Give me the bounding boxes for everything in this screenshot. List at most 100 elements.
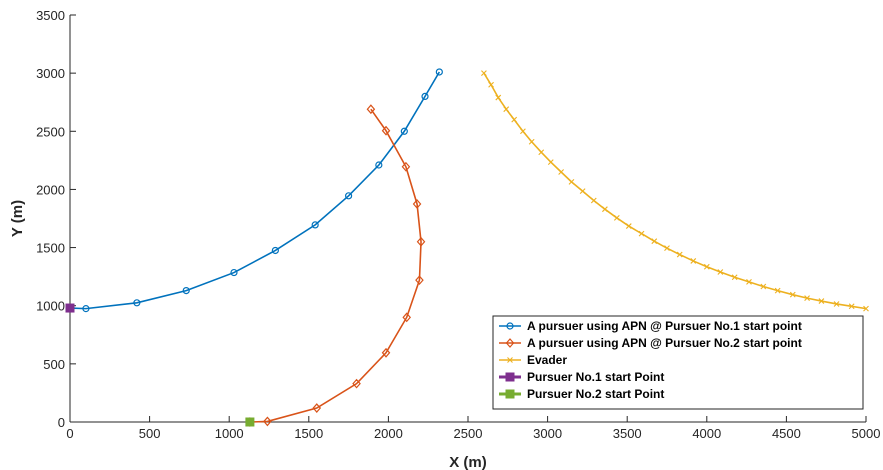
data-point [804, 295, 810, 302]
data-point [375, 161, 383, 169]
x-axis-ticks: 0 500 1000 1500 2000 2500 3000 3500 4000 4500 5000 [66, 416, 880, 441]
data-point [416, 236, 426, 247]
chart-legend: A pursuer using APN @ Pursuer No.1 start… [492, 315, 864, 410]
data-point [230, 268, 238, 277]
x-tick-label: 0 [66, 426, 73, 441]
data-point [651, 238, 658, 245]
data-point [717, 269, 724, 275]
legend-entry: Pursuer No.1 start Point [499, 370, 664, 384]
y-tick-label: 2500 [36, 124, 65, 139]
y-tick-label: 3000 [36, 66, 65, 81]
x-tick-label: 3500 [613, 426, 642, 441]
x-tick-label: 4000 [692, 426, 721, 441]
data-point [415, 275, 424, 286]
data-point [263, 416, 272, 427]
data-point [676, 251, 683, 258]
legend-entry: A pursuer using APN @ Pursuer No.1 start… [499, 319, 802, 333]
x-tick-label: 500 [139, 426, 161, 441]
legend-entry: A pursuer using APN @ Pursuer No.2 start… [499, 336, 802, 350]
data-point [412, 199, 422, 209]
legend-entries: A pursuer using APN @ Pursuer No.1 start… [499, 319, 802, 401]
data-point [703, 263, 710, 270]
data-point [863, 305, 869, 312]
data-point [528, 138, 535, 145]
data-point [182, 286, 190, 295]
y-tick-label: 500 [43, 357, 65, 372]
series-5 [245, 417, 255, 427]
data-point [435, 68, 443, 76]
legend-marker [505, 372, 515, 382]
x-tick-label: 4500 [772, 426, 801, 441]
data-point [402, 312, 412, 323]
series-1 [66, 68, 443, 313]
data-point [381, 347, 391, 358]
legend-entry: Pursuer No.2 start Point [499, 387, 664, 401]
data-point [345, 192, 353, 200]
data-point [82, 305, 90, 313]
legend-label: A pursuer using APN @ Pursuer No.2 start… [527, 336, 802, 350]
y-tick-label: 0 [58, 415, 65, 430]
legend-entry: Evader [499, 353, 567, 367]
data-point [421, 92, 429, 101]
data-point [312, 403, 322, 413]
x-tick-label: 3000 [533, 426, 562, 441]
y-tick-label: 1000 [36, 299, 65, 314]
data-point [481, 70, 487, 77]
series-line [69, 71, 441, 310]
x-tick-label: 1000 [215, 426, 244, 441]
data-point [547, 159, 554, 165]
data-point [590, 197, 597, 204]
data-point [638, 230, 645, 237]
data-point [613, 215, 620, 221]
data-point [245, 417, 255, 427]
series-line [483, 72, 867, 310]
data-point [602, 206, 608, 213]
data-point [774, 287, 781, 294]
data-point [511, 116, 518, 123]
series-3 [481, 70, 869, 312]
legend-marker [506, 322, 514, 330]
y-tick-label: 2000 [36, 182, 65, 197]
x-axis-label: X (m) [449, 454, 487, 470]
data-point [520, 128, 526, 135]
y-axis-label: Y (m) [9, 200, 26, 237]
data-point [65, 303, 75, 313]
data-point [401, 161, 411, 172]
data-point [789, 291, 796, 298]
data-point [664, 245, 670, 252]
y-tick-label: 3500 [36, 8, 65, 23]
x-tick-label: 2500 [454, 426, 483, 441]
data-point [731, 274, 738, 281]
data-point [271, 246, 279, 255]
legend-marker [505, 389, 515, 399]
data-point [311, 221, 319, 229]
series-line [249, 108, 422, 423]
data-point [495, 94, 502, 101]
data-point [568, 178, 575, 185]
y-tick-label: 1500 [36, 241, 65, 256]
data-point [833, 301, 840, 307]
data-point [579, 188, 586, 195]
data-point [558, 169, 565, 175]
data-point [760, 283, 767, 290]
series-4 [65, 303, 75, 313]
data-point [818, 298, 825, 304]
data-point [366, 104, 376, 115]
series-2 [245, 104, 426, 427]
data-point [488, 81, 494, 88]
legend-label: Pursuer No.2 start Point [527, 387, 664, 401]
series-layer [65, 68, 869, 427]
x-tick-label: 2000 [374, 426, 403, 441]
legend-label: A pursuer using APN @ Pursuer No.1 start… [527, 319, 802, 333]
data-point [352, 378, 361, 389]
data-point [848, 303, 855, 310]
y-axis-ticks: 0 500 1000 1500 2000 2500 3000 3500 [36, 8, 76, 430]
data-point [538, 149, 545, 156]
legend-box [492, 315, 864, 410]
legend-label: Evader [527, 353, 567, 367]
legend-marker [507, 357, 513, 363]
legend-marker [505, 338, 515, 348]
data-point [503, 106, 510, 113]
x-tick-label: 1500 [294, 426, 323, 441]
